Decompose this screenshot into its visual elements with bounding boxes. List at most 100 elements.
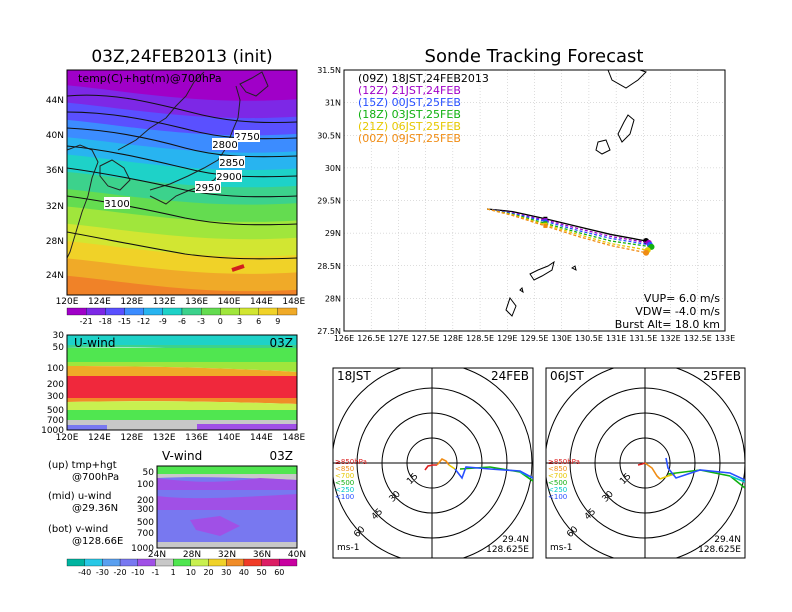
lat-tick-label: 28N (46, 237, 64, 247)
colorbar-swatch (162, 307, 183, 316)
contour-label: 2900 (216, 172, 241, 183)
colorbar-label: -1 (151, 568, 159, 577)
lat-tick-label: 29N (325, 229, 341, 238)
colorbar-label: 1 (171, 568, 176, 577)
lon-tick-label: 128.5E (466, 334, 494, 343)
hodograph-lon: 128.625E (486, 545, 529, 555)
hodograph-lat: 29.4N (502, 535, 529, 545)
temperature-colorbar: -21 -18 -15 -12 -9 -6 -3 0 3 6 9 (66, 307, 298, 326)
colorbar-swatch (226, 558, 245, 567)
legend-entry: (21Z) 06JST,25FEB (358, 120, 461, 133)
lat-tick-label: 30.5N (317, 131, 341, 140)
lon-tick-label: 140E (218, 297, 241, 307)
colorbar-label: -20 (114, 568, 127, 577)
sonde-track-panel: 31.5N 31N 30.5N 30N 29.5N 29N 28.5N 28N 27.5N 12… (317, 66, 735, 343)
lon-tick-label: 132.5E (684, 334, 712, 343)
level-legend: <500 (548, 479, 567, 487)
level-legend: ≥850hPa (548, 458, 580, 466)
colorbar-label: -40 (78, 568, 91, 577)
lat-tick-label: 32N (46, 202, 64, 212)
lon-tick-label: 136E (185, 297, 208, 307)
lat-tick-label: 29.5N (317, 197, 341, 206)
pressure-tick-label: 30 (53, 331, 65, 341)
v-wind-fill (157, 466, 297, 548)
lat-tick-label: 28.5N (317, 262, 341, 271)
colorbar-swatch (277, 307, 298, 316)
note-line: (bot) v-wind (48, 524, 108, 535)
legend-entry: (00Z) 09JST,25FEB (358, 132, 461, 145)
pressure-tick-label: 1000 (41, 426, 64, 436)
lon-tick-label: 120E (56, 297, 79, 307)
lon-tick-label: 127E (388, 334, 408, 343)
wind-profile (424, 464, 437, 471)
colorbar-label: -21 (80, 317, 93, 326)
lat-tick-label: 40N (46, 131, 64, 141)
level-legend: ≥850hPa (335, 458, 367, 466)
pressure-tick-label: 500 (47, 406, 64, 416)
wind-profile (448, 464, 456, 470)
burst-point (543, 223, 548, 228)
pressure-tick-label: 300 (47, 392, 64, 402)
lon-tick-label: 136E (185, 433, 208, 443)
pressure-tick-label: 200 (47, 380, 64, 390)
level-legend: <100 (548, 493, 567, 501)
legend-entry: (12Z) 21JST,24FEB (358, 84, 461, 97)
lon-tick-label: 126.5E (357, 334, 385, 343)
hodograph-unit: ms-1 (337, 543, 359, 553)
colorbar-swatch (124, 307, 144, 316)
colorbar-label: 6 (256, 317, 261, 326)
v-wind-label: V-wind (162, 449, 202, 463)
colorbar-swatch (239, 307, 259, 316)
colorbar-swatch (201, 307, 221, 316)
colorbar-swatch (84, 558, 103, 567)
lat-tick-label: 36N (253, 550, 271, 560)
map-700hpa-panel: 2750 2800 2850 2900 2950 3100 temp(C)+hg… (46, 69, 306, 326)
contour-label: 3100 (104, 199, 129, 210)
lon-tick-label: 124E (88, 297, 111, 307)
colorbar-swatch (258, 307, 278, 316)
wind-profile (667, 469, 745, 489)
lon-tick-label: 126E (334, 334, 354, 343)
level-legend: <250 (548, 486, 567, 494)
lon-tick-label: 129E (497, 334, 517, 343)
pressure-tick-label: 50 (53, 343, 65, 353)
colorbar-swatch (243, 558, 262, 567)
lon-tick-label: 144E (250, 433, 273, 443)
lon-tick-label: 144E (250, 297, 273, 307)
wind-colorbar: -40 -30 -20 -10 -1 1 10 20 30 40 50 60 (66, 558, 298, 577)
lon-tick-label: 128E (120, 433, 143, 443)
lat-tick-label: 24N (148, 550, 166, 560)
level-legend: <500 (335, 479, 354, 487)
hodograph-time: 06JST (550, 369, 584, 383)
contour-label: 2950 (195, 183, 220, 194)
colorbar-swatch (102, 558, 121, 567)
track-line (486, 208, 647, 254)
lat-tick-label: 31.5N (317, 66, 341, 75)
right-title: Sonde Tracking Forecast (425, 46, 644, 67)
lon-tick-label: 130E (552, 334, 572, 343)
wind-profile (436, 458, 450, 466)
pressure-tick-label: 50 (143, 468, 155, 478)
pressure-tick-label: 700 (137, 529, 154, 539)
v-wind-time: 03Z (270, 449, 294, 463)
pressure-tick-label: 500 (137, 518, 154, 528)
note-line: (mid) u-wind (48, 491, 111, 502)
map-variable-label: temp(C)+hgt(m)@700hPa (78, 72, 222, 85)
lat-tick-label: 32N (218, 550, 236, 560)
colorbar-label: -12 (137, 317, 150, 326)
level-legend: <250 (335, 486, 354, 494)
wind-profile (637, 462, 646, 466)
contour-labels: 2750 2800 2850 2900 2950 3100 (104, 130, 260, 210)
side-notes: (up) tmp+hgt @700hPa (mid) u-wind @29.36… (48, 460, 123, 547)
land-outline (67, 71, 269, 272)
descent-speed: VDW= -4.0 m/s (635, 305, 720, 318)
colorbar-label: 60 (274, 568, 284, 577)
lat-tick-label: 40N (288, 550, 306, 560)
colorbar-label: -3 (197, 317, 205, 326)
lon-tick-label: 133E (715, 334, 735, 343)
landing-point (643, 249, 650, 256)
colorbar-label: 30 (221, 568, 231, 577)
